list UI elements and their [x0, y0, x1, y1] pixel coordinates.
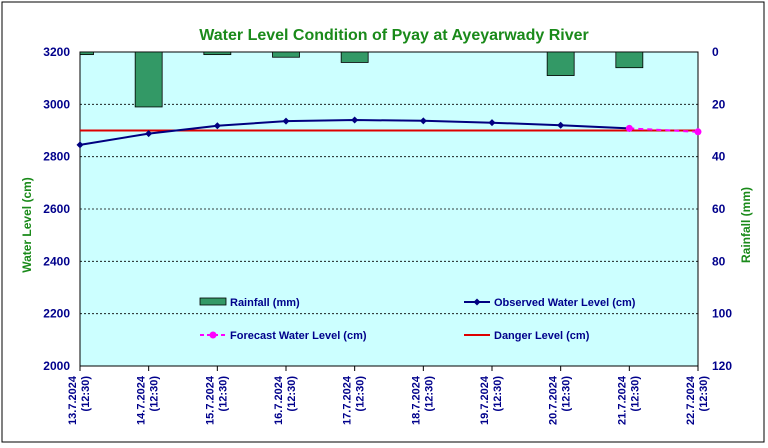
right-tick-label: 100	[712, 307, 732, 321]
gridlines	[80, 51, 698, 315]
x-tick-label: 18.7.2024(12:30)	[410, 375, 435, 425]
left-axis-label: Water Level (cm)	[20, 177, 34, 273]
legend-label: Rainfall (mm)	[230, 297, 300, 309]
rainfall-bar	[203, 51, 232, 56]
left-tick-label: 2200	[43, 307, 70, 321]
x-tick-label: 14.7.2024(12:30)	[136, 375, 161, 425]
chart-title: Water Level Condition of Pyay at Ayeyarw…	[199, 27, 588, 44]
right-tick-label: 0	[712, 45, 719, 59]
left-tick-label: 2600	[43, 202, 70, 216]
rainfall-bar	[546, 51, 575, 76]
right-tick-label: 20	[712, 97, 726, 111]
x-tick-label: 22.7.2024(12:30)	[685, 375, 710, 425]
right-axis-label: Rainfall (mm)	[739, 187, 753, 263]
x-tick-label: 17.7.2024(12:30)	[342, 375, 367, 425]
right-tick-label: 60	[712, 202, 726, 216]
rainfall-bar	[340, 51, 369, 63]
forecast-point	[694, 128, 702, 136]
x-tick-label: 15.7.2024(12:30)	[204, 375, 229, 425]
legend-marker	[209, 331, 217, 339]
observed-point	[145, 130, 153, 138]
x-axis-ticks: 13.7.2024(12:30) 14.7.2024(12:30) 15.7.202…	[67, 366, 710, 425]
x-tick-label: 20.7.2024(12:30)	[548, 375, 573, 425]
observed-point	[488, 119, 496, 127]
observed-point	[557, 121, 565, 129]
rainfall-bars	[79, 51, 644, 108]
rainfall-bar	[134, 51, 163, 108]
left-tick-label: 3000	[43, 97, 70, 111]
legend-label: Danger Level (cm)	[494, 330, 590, 342]
legend-swatch	[199, 297, 227, 306]
left-tick-label: 2800	[43, 150, 70, 164]
x-tick-label: 21.7.2024(12:30)	[616, 375, 641, 425]
left-tick-label: 2000	[43, 359, 70, 373]
water-level-lines	[76, 116, 702, 149]
rainfall-bar	[615, 51, 644, 69]
observed-point	[419, 117, 427, 125]
observed-point	[213, 122, 221, 130]
rainfall-bar	[79, 51, 94, 56]
left-axis-ticks: 2000 2200 2400 2600 2800 3000 3200	[43, 45, 70, 373]
left-tick-label: 3200	[43, 45, 70, 59]
rainfall-bar	[272, 51, 300, 58]
x-tick-label: 13.7.2024(12:30)	[67, 375, 92, 425]
x-tick-label: 19.7.2024(12:30)	[479, 375, 504, 425]
forecast-line	[629, 127, 699, 133]
observed-point	[282, 117, 290, 125]
legend: Rainfall (mm) Observed Water Level (cm) Fo…	[199, 297, 636, 342]
right-tick-label: 40	[712, 150, 726, 164]
left-tick-label: 2400	[43, 254, 70, 268]
forecast-point	[625, 124, 633, 132]
observed-point	[76, 141, 84, 149]
legend-label: Observed Water Level (cm)	[494, 297, 636, 309]
right-tick-label: 120	[712, 359, 732, 373]
x-tick-label: 16.7.2024(12:30)	[273, 375, 298, 425]
legend-label: Forecast Water Level (cm)	[230, 330, 367, 342]
observed-point	[351, 116, 359, 124]
right-tick-label: 80	[712, 254, 726, 268]
legend-marker	[473, 298, 481, 306]
right-axis-ticks: 0 20 40 60 80 100 120	[712, 45, 732, 373]
